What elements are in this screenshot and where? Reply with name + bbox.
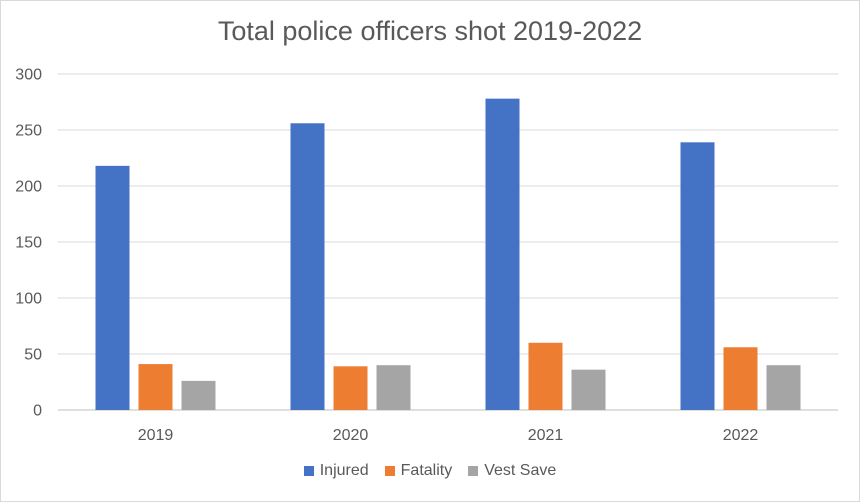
legend-item-injured: Injured xyxy=(303,462,369,480)
y-tick-label: 100 xyxy=(15,291,42,308)
bar-fatality-2019 xyxy=(138,364,173,410)
bar-vest-save-2019 xyxy=(181,380,216,410)
bar-vest-save-2021 xyxy=(571,369,606,410)
y-tick-label: 50 xyxy=(24,347,42,364)
legend: Injured Fatality Vest Save xyxy=(0,462,860,480)
legend-item-fatality: Fatality xyxy=(384,462,453,480)
gridlines xyxy=(58,73,838,411)
bar-injured-2021 xyxy=(485,98,520,410)
legend-label-vest-save: Vest Save xyxy=(484,462,557,479)
x-tick-label: 2020 xyxy=(333,427,369,444)
x-axis-tick-labels: 2019 2020 2021 2022 xyxy=(138,427,759,444)
bar-fatality-2020 xyxy=(333,366,368,410)
bar-injured-2022 xyxy=(680,142,715,410)
legend-label-injured: Injured xyxy=(319,462,369,479)
bar-injured-2019 xyxy=(95,165,130,410)
legend-swatch-injured xyxy=(303,466,314,476)
chart-title: Total police officers shot 2019-2022 xyxy=(217,16,643,46)
legend-label-fatality: Fatality xyxy=(400,462,453,479)
bar-vest-save-2022 xyxy=(766,365,801,410)
y-tick-label: 300 xyxy=(15,67,42,84)
legend-swatch-vest-save xyxy=(468,466,479,476)
y-tick-label: 150 xyxy=(15,235,42,252)
legend-swatch-fatality xyxy=(384,466,395,476)
bar-vest-save-2020 xyxy=(376,365,411,410)
y-tick-label: 250 xyxy=(15,123,42,140)
y-tick-label: 200 xyxy=(15,179,42,196)
bars xyxy=(95,98,801,410)
bar-fatality-2022 xyxy=(723,347,758,410)
bar-fatality-2021 xyxy=(528,342,563,410)
bar-injured-2020 xyxy=(290,123,325,410)
x-tick-label: 2021 xyxy=(528,427,564,444)
x-tick-label: 2019 xyxy=(138,427,174,444)
y-tick-label: 0 xyxy=(33,403,42,420)
y-axis-tick-labels: 0 50 100 150 200 250 300 xyxy=(15,67,42,420)
x-tick-label: 2022 xyxy=(723,427,759,444)
legend-item-vest-save: Vest Save xyxy=(468,462,556,480)
